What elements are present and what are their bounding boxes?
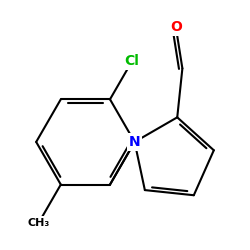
Text: CH₃: CH₃	[28, 218, 50, 228]
Text: O: O	[170, 20, 182, 34]
Text: N: N	[129, 135, 140, 149]
Text: Cl: Cl	[125, 54, 140, 68]
